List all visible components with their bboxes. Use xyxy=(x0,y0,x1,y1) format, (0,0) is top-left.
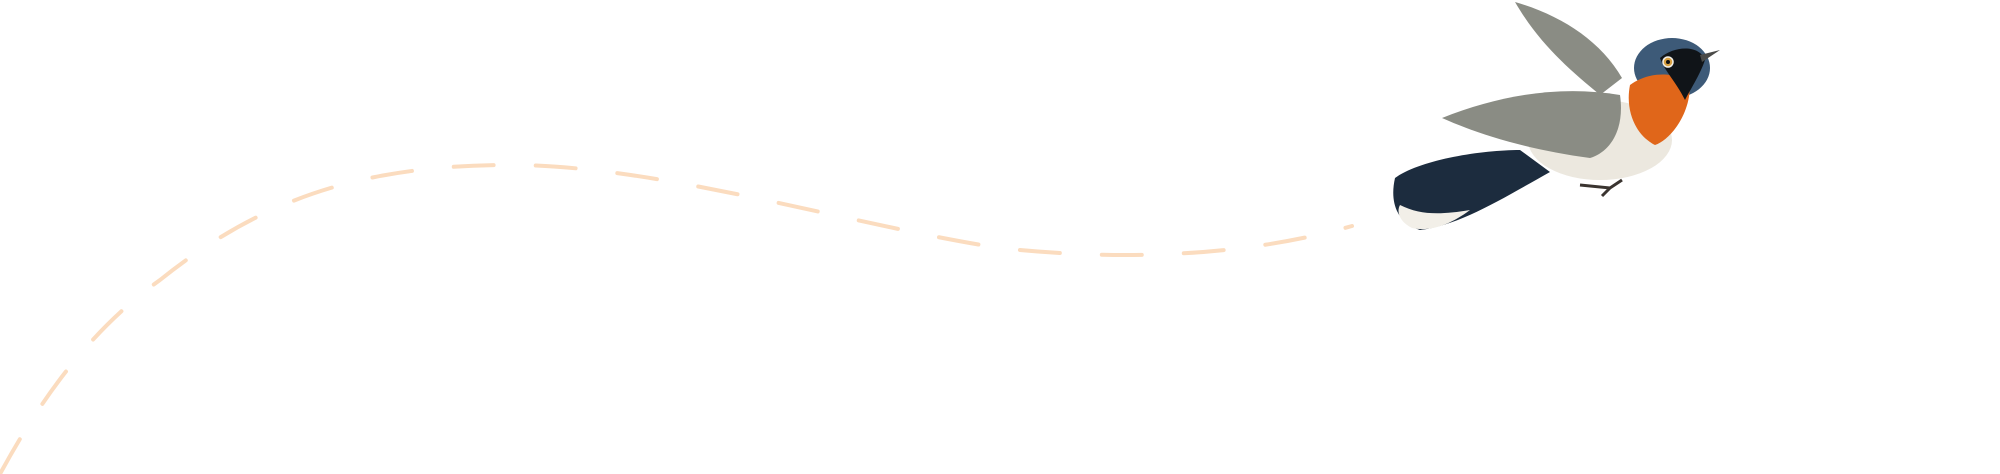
bird-icon xyxy=(1393,2,1720,230)
dashed-flight-path xyxy=(0,162,1354,474)
